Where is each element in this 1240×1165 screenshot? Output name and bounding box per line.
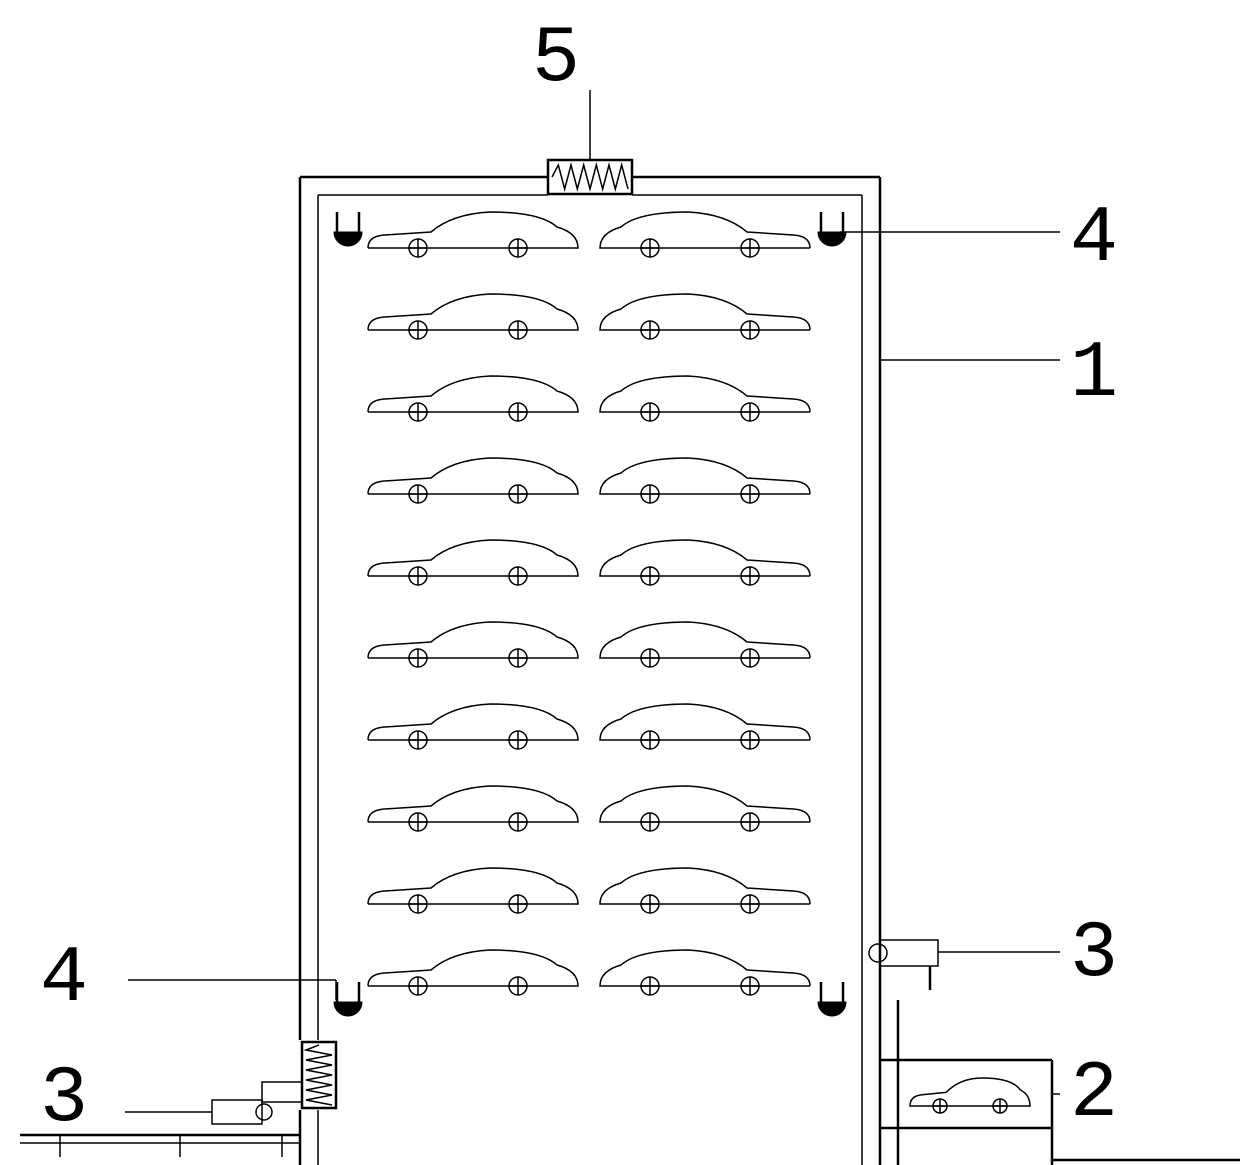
callout-label: 4 bbox=[40, 934, 88, 1025]
car-left-row bbox=[368, 622, 578, 667]
callout-label: 3 bbox=[40, 1054, 88, 1145]
car-right-row bbox=[600, 540, 810, 585]
callout-3: 3 bbox=[40, 1054, 212, 1145]
callout-4: 4 bbox=[40, 934, 336, 1025]
callout-5: 5 bbox=[532, 14, 590, 160]
car-right-row bbox=[600, 458, 810, 503]
car-left-row bbox=[368, 704, 578, 749]
pulley-bottom-left bbox=[334, 982, 362, 1016]
parked-cars bbox=[368, 212, 810, 995]
car-right-row bbox=[600, 376, 810, 421]
callout-1: 1 bbox=[880, 329, 1118, 420]
car-right-row bbox=[600, 950, 810, 995]
car-right-row bbox=[600, 294, 810, 339]
car-left-row bbox=[368, 294, 578, 339]
tower-structure bbox=[300, 177, 880, 1165]
car-right-row bbox=[600, 622, 810, 667]
callout-label: 1 bbox=[1070, 329, 1118, 420]
car-left-row bbox=[368, 376, 578, 421]
pulley-top-right bbox=[818, 212, 846, 246]
callout-label: 2 bbox=[1070, 1049, 1118, 1140]
car-right-row bbox=[600, 212, 810, 257]
car-left-row bbox=[368, 868, 578, 913]
callout-3: 3 bbox=[938, 909, 1118, 1000]
pulley-top-left bbox=[334, 212, 362, 246]
car-right-row bbox=[600, 868, 810, 913]
winch-left bbox=[302, 1042, 336, 1108]
car-left-row bbox=[368, 458, 578, 503]
camera-left bbox=[212, 1100, 272, 1124]
callout-label: 3 bbox=[1070, 909, 1118, 1000]
car-left-row bbox=[368, 950, 578, 995]
car-left-row bbox=[368, 540, 578, 585]
car-right-row bbox=[600, 704, 810, 749]
car-left-row bbox=[368, 786, 578, 831]
car-left-row bbox=[368, 212, 578, 257]
callout-label: 5 bbox=[532, 14, 580, 105]
callout-label: 4 bbox=[1070, 194, 1118, 285]
pulley-bottom-right bbox=[818, 982, 846, 1016]
winch-top bbox=[548, 160, 632, 194]
platform-right bbox=[880, 1000, 1052, 1165]
callout-2: 2 bbox=[1052, 1049, 1118, 1140]
car-right-row bbox=[600, 786, 810, 831]
callout-4: 4 bbox=[840, 194, 1118, 285]
